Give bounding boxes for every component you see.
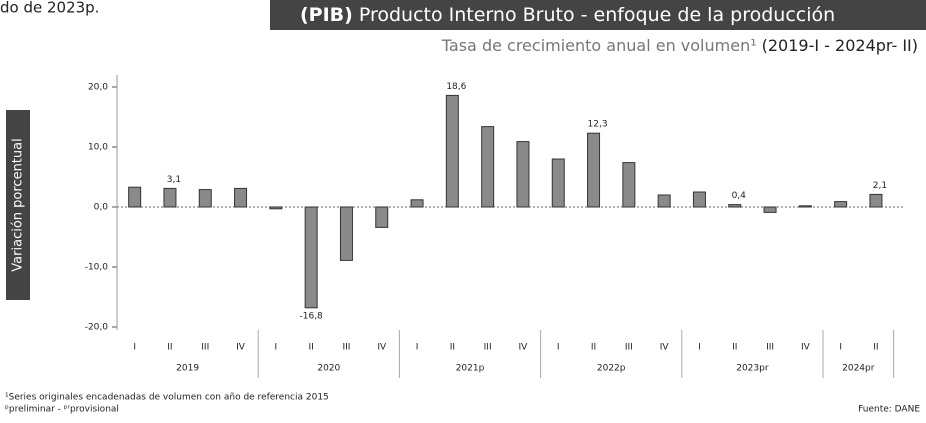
y-tick-label: -20,0	[85, 323, 109, 333]
bar	[481, 126, 495, 208]
x-tick-label: I	[133, 343, 136, 353]
bar	[234, 187, 248, 208]
bar	[763, 206, 777, 213]
x-tick-label: II	[873, 343, 878, 353]
value-label: 2,1	[873, 181, 887, 191]
bar	[269, 206, 283, 210]
footnote: ᵖpreliminar - ᵖʳprovisional	[5, 405, 119, 415]
bar	[798, 205, 812, 208]
x-tick-label: IV	[236, 343, 246, 353]
y-label-box	[6, 110, 30, 300]
bar	[869, 193, 883, 208]
x-tick-label: IV	[519, 343, 529, 353]
bar	[198, 189, 212, 208]
chart-title: (PIB) Producto Interno Bruto - enfoque de…	[300, 4, 835, 26]
bar	[834, 201, 848, 208]
x-tick-label: IV	[801, 343, 811, 353]
x-tick-label: II	[167, 343, 172, 353]
y-tick-label: 20,0	[88, 83, 108, 93]
x-group-label: 2024pr	[842, 364, 875, 374]
bar	[551, 158, 565, 208]
source: Fuente: DANE	[858, 405, 920, 415]
title-banner	[270, 0, 926, 30]
value-label: 12,3	[588, 120, 608, 130]
bar	[587, 132, 601, 208]
x-tick-label: III	[766, 343, 774, 353]
subtitle-range: (2019-I - 2024pr- II)	[762, 36, 918, 55]
x-group-label: 2020	[317, 364, 340, 374]
x-tick-label: III	[484, 343, 492, 353]
x-tick-label: II	[732, 343, 737, 353]
title-bold: (PIB)	[300, 4, 353, 26]
x-tick-label: III	[342, 343, 350, 353]
x-group-label: 2022p	[597, 364, 626, 374]
x-tick-label: I	[557, 343, 560, 353]
bar	[516, 141, 530, 208]
value-label: -16,8	[300, 311, 324, 321]
x-tick-label: III	[201, 343, 209, 353]
subtitle-text: Tasa de crecimiento anual en volumen¹	[441, 36, 757, 55]
x-tick-label: II	[308, 343, 313, 353]
x-tick-label: I	[698, 343, 701, 353]
x-group-label: 2023pr	[736, 364, 769, 374]
bar	[304, 206, 318, 309]
value-label: 3,1	[167, 175, 181, 185]
value-label: 0,4	[732, 191, 747, 201]
x-tick-label: I	[275, 343, 278, 353]
bar	[375, 206, 389, 228]
bar	[410, 199, 424, 208]
y-tick-label: 10,0	[88, 143, 108, 153]
x-tick-label: II	[450, 343, 455, 353]
x-tick-label: IV	[377, 343, 387, 353]
bar	[445, 94, 459, 208]
x-tick-label: IV	[660, 343, 670, 353]
subtitle: Tasa de crecimiento anual en volumen¹ (20…	[441, 36, 918, 55]
value-label: 18,6	[446, 82, 466, 92]
x-group-label: 2019	[176, 364, 199, 374]
x-group-label: 2021p	[456, 364, 485, 374]
bar	[128, 186, 142, 208]
x-tick-label: I	[839, 343, 842, 353]
bar	[657, 194, 671, 208]
y-tick-label: 0,0	[94, 203, 109, 213]
bar	[339, 206, 353, 261]
footnote: ¹Series originales encadenadas de volume…	[5, 393, 329, 403]
top-text: do de 2023p.	[0, 0, 99, 17]
y-axis-label: Variación porcentual	[11, 138, 26, 271]
bar	[622, 162, 636, 208]
title-text: Producto Interno Bruto - enfoque de la p…	[359, 4, 835, 26]
bar	[163, 187, 177, 208]
y-tick-label: -10,0	[85, 263, 109, 273]
x-tick-label: II	[591, 343, 596, 353]
bar	[728, 204, 742, 208]
bar	[692, 191, 706, 208]
x-tick-label: I	[416, 343, 419, 353]
x-tick-label: III	[625, 343, 633, 353]
